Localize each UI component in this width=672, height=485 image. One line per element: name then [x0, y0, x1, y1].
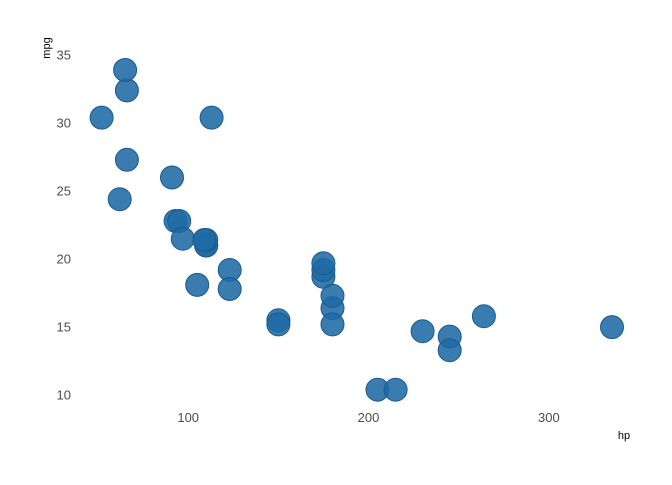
x-axis-title: hp [618, 430, 630, 442]
data-point [107, 187, 132, 212]
y-tick-label: 35 [57, 48, 71, 63]
data-point [185, 272, 210, 297]
data-point [170, 226, 195, 251]
data-point [320, 312, 345, 337]
data-point [471, 304, 496, 329]
data-point [113, 58, 138, 82]
y-axis-title: mpg [41, 37, 53, 58]
data-point [199, 105, 224, 130]
x-tick-label: 100 [177, 410, 199, 425]
data-point [437, 338, 462, 363]
data-point [114, 147, 139, 172]
x-axis-ticks: 100 200 300 [177, 410, 559, 425]
x-tick-label: 300 [538, 410, 560, 425]
data-point [160, 165, 184, 190]
data-point [320, 283, 345, 308]
x-tick-label: 200 [358, 410, 380, 425]
y-tick-label: 10 [57, 388, 71, 403]
y-tick-label: 15 [57, 320, 71, 335]
data-point [410, 319, 435, 344]
y-tick-label: 30 [57, 116, 71, 131]
y-tick-label: 20 [57, 252, 71, 267]
data-point [217, 277, 242, 301]
data-point [600, 315, 624, 340]
data-point [114, 78, 139, 103]
points-layer [89, 58, 624, 402]
data-point [192, 228, 217, 252]
data-point [311, 251, 336, 276]
y-axis-ticks: 10 15 20 25 30 35 [57, 48, 71, 403]
y-tick-label: 25 [57, 184, 71, 199]
data-point [89, 105, 114, 130]
data-point [266, 312, 291, 337]
data-point [383, 377, 408, 402]
